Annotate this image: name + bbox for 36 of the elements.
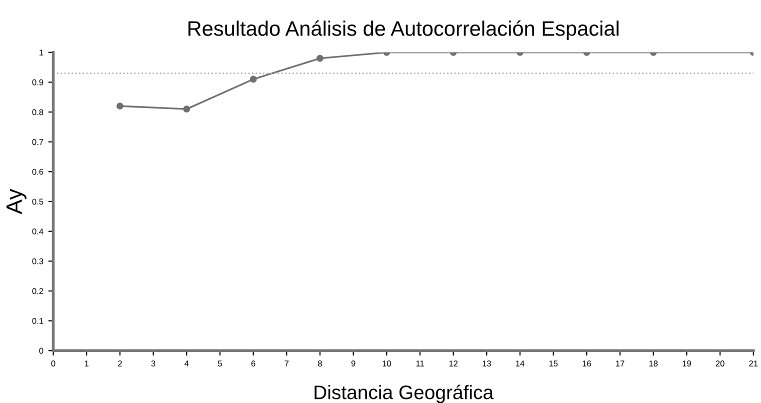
y-tick-label: 0.8 [32, 109, 44, 116]
x-tick-label: 1 [84, 360, 89, 366]
x-tick-label: 15 [549, 360, 558, 366]
x-tick-label: 8 [318, 360, 322, 366]
y-tick-label: 0.7 [32, 139, 44, 145]
x-tick-label: 16 [582, 360, 591, 366]
x-tick-label: 21 [749, 360, 758, 366]
x-tick-label: 4 [184, 360, 189, 366]
y-tick-label: 0.3 [32, 258, 44, 264]
y-tick-label: 0.9 [32, 79, 44, 86]
x-tick-label: 9 [351, 360, 356, 366]
x-tick-label: 19 [682, 360, 691, 366]
y-tick-label: 0.2 [32, 288, 44, 294]
x-tick-label: 11 [416, 360, 424, 366]
x-tick-label: 12 [449, 360, 458, 366]
x-tick-label: 18 [649, 360, 658, 366]
x-tick-label: 7 [284, 360, 289, 366]
y-tick-label: 0.5 [32, 198, 44, 205]
x-tick-label: 6 [251, 360, 256, 366]
y-tick-label: 0.1 [32, 318, 44, 324]
y-tick-label: 0 [39, 348, 44, 354]
x-tick-label: 20 [716, 360, 724, 366]
x-tick-label: 13 [482, 360, 491, 366]
x-tick-label: 3 [151, 360, 156, 366]
x-tick-label: 5 [218, 360, 222, 366]
x-tick-label: 17 [616, 360, 624, 366]
x-tick-label: 0 [51, 360, 56, 366]
x-tick-label: 14 [516, 360, 524, 366]
y-tick-label: 1 [40, 50, 44, 56]
x-tick-label: 2 [118, 360, 122, 366]
x-tick-label: 10 [382, 360, 391, 366]
y-axis-title: Ay [6, 188, 26, 214]
chart-title: Resultado Análisis de Autocorrelación Espacial [188, 20, 619, 40]
y-tick-label: 0.4 [32, 228, 44, 234]
y-tick-label: 0.6 [32, 168, 44, 175]
x-axis-title: Distancia Geográfica [314, 384, 494, 403]
